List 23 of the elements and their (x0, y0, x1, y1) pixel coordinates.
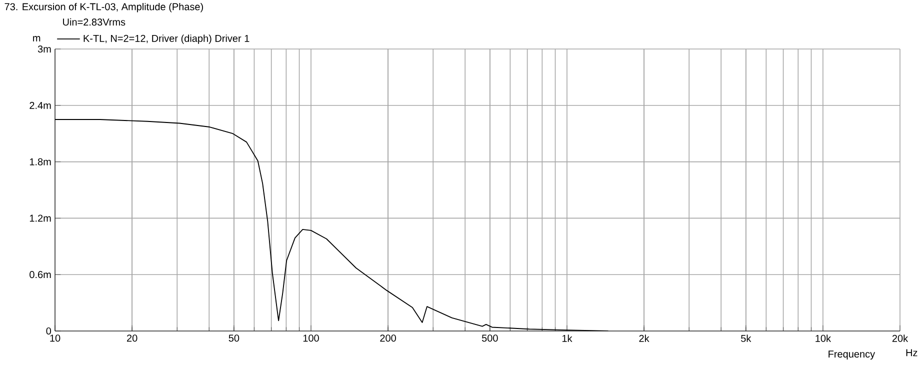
x-tick-label: 10 (50, 334, 60, 342)
text: Hz (906, 349, 918, 356)
y-tick-label: 3m (38, 45, 51, 53)
x-tick-label: 50 (228, 334, 240, 342)
chart-subtitle: Uin=2.83Vrms (63, 18, 126, 26)
x-tick-label: 20 (127, 334, 138, 342)
x-tick-label: 100 (303, 334, 319, 342)
x-axis-title: Frequency (828, 350, 876, 360)
y-tick-label: 2.4m (30, 102, 51, 109)
y-tick-label: 0.6m (30, 271, 51, 278)
x-tick-label: 500 (482, 334, 498, 342)
x-tick-label: 1k (562, 334, 572, 342)
x-tick-label: 2k (639, 334, 650, 342)
x-tick-label: 20k (892, 334, 908, 342)
y-tick-label: 1.8m (30, 158, 51, 166)
x-tick-label: 5k (741, 334, 752, 342)
chart-title: 73. Excursion of K-TL-03, Amplitude (Phase) (4, 2, 203, 12)
y-axis-title: m (33, 36, 40, 42)
y-tick-label: 0 (46, 327, 52, 335)
y-tick-label: 1.2m (30, 214, 51, 222)
x-tick-label: 200 (380, 334, 396, 342)
legend-label: K-TL, N=2=12, Driver (diaph) Driver 1 (84, 34, 250, 44)
x-tick-label: 10k (816, 334, 832, 342)
